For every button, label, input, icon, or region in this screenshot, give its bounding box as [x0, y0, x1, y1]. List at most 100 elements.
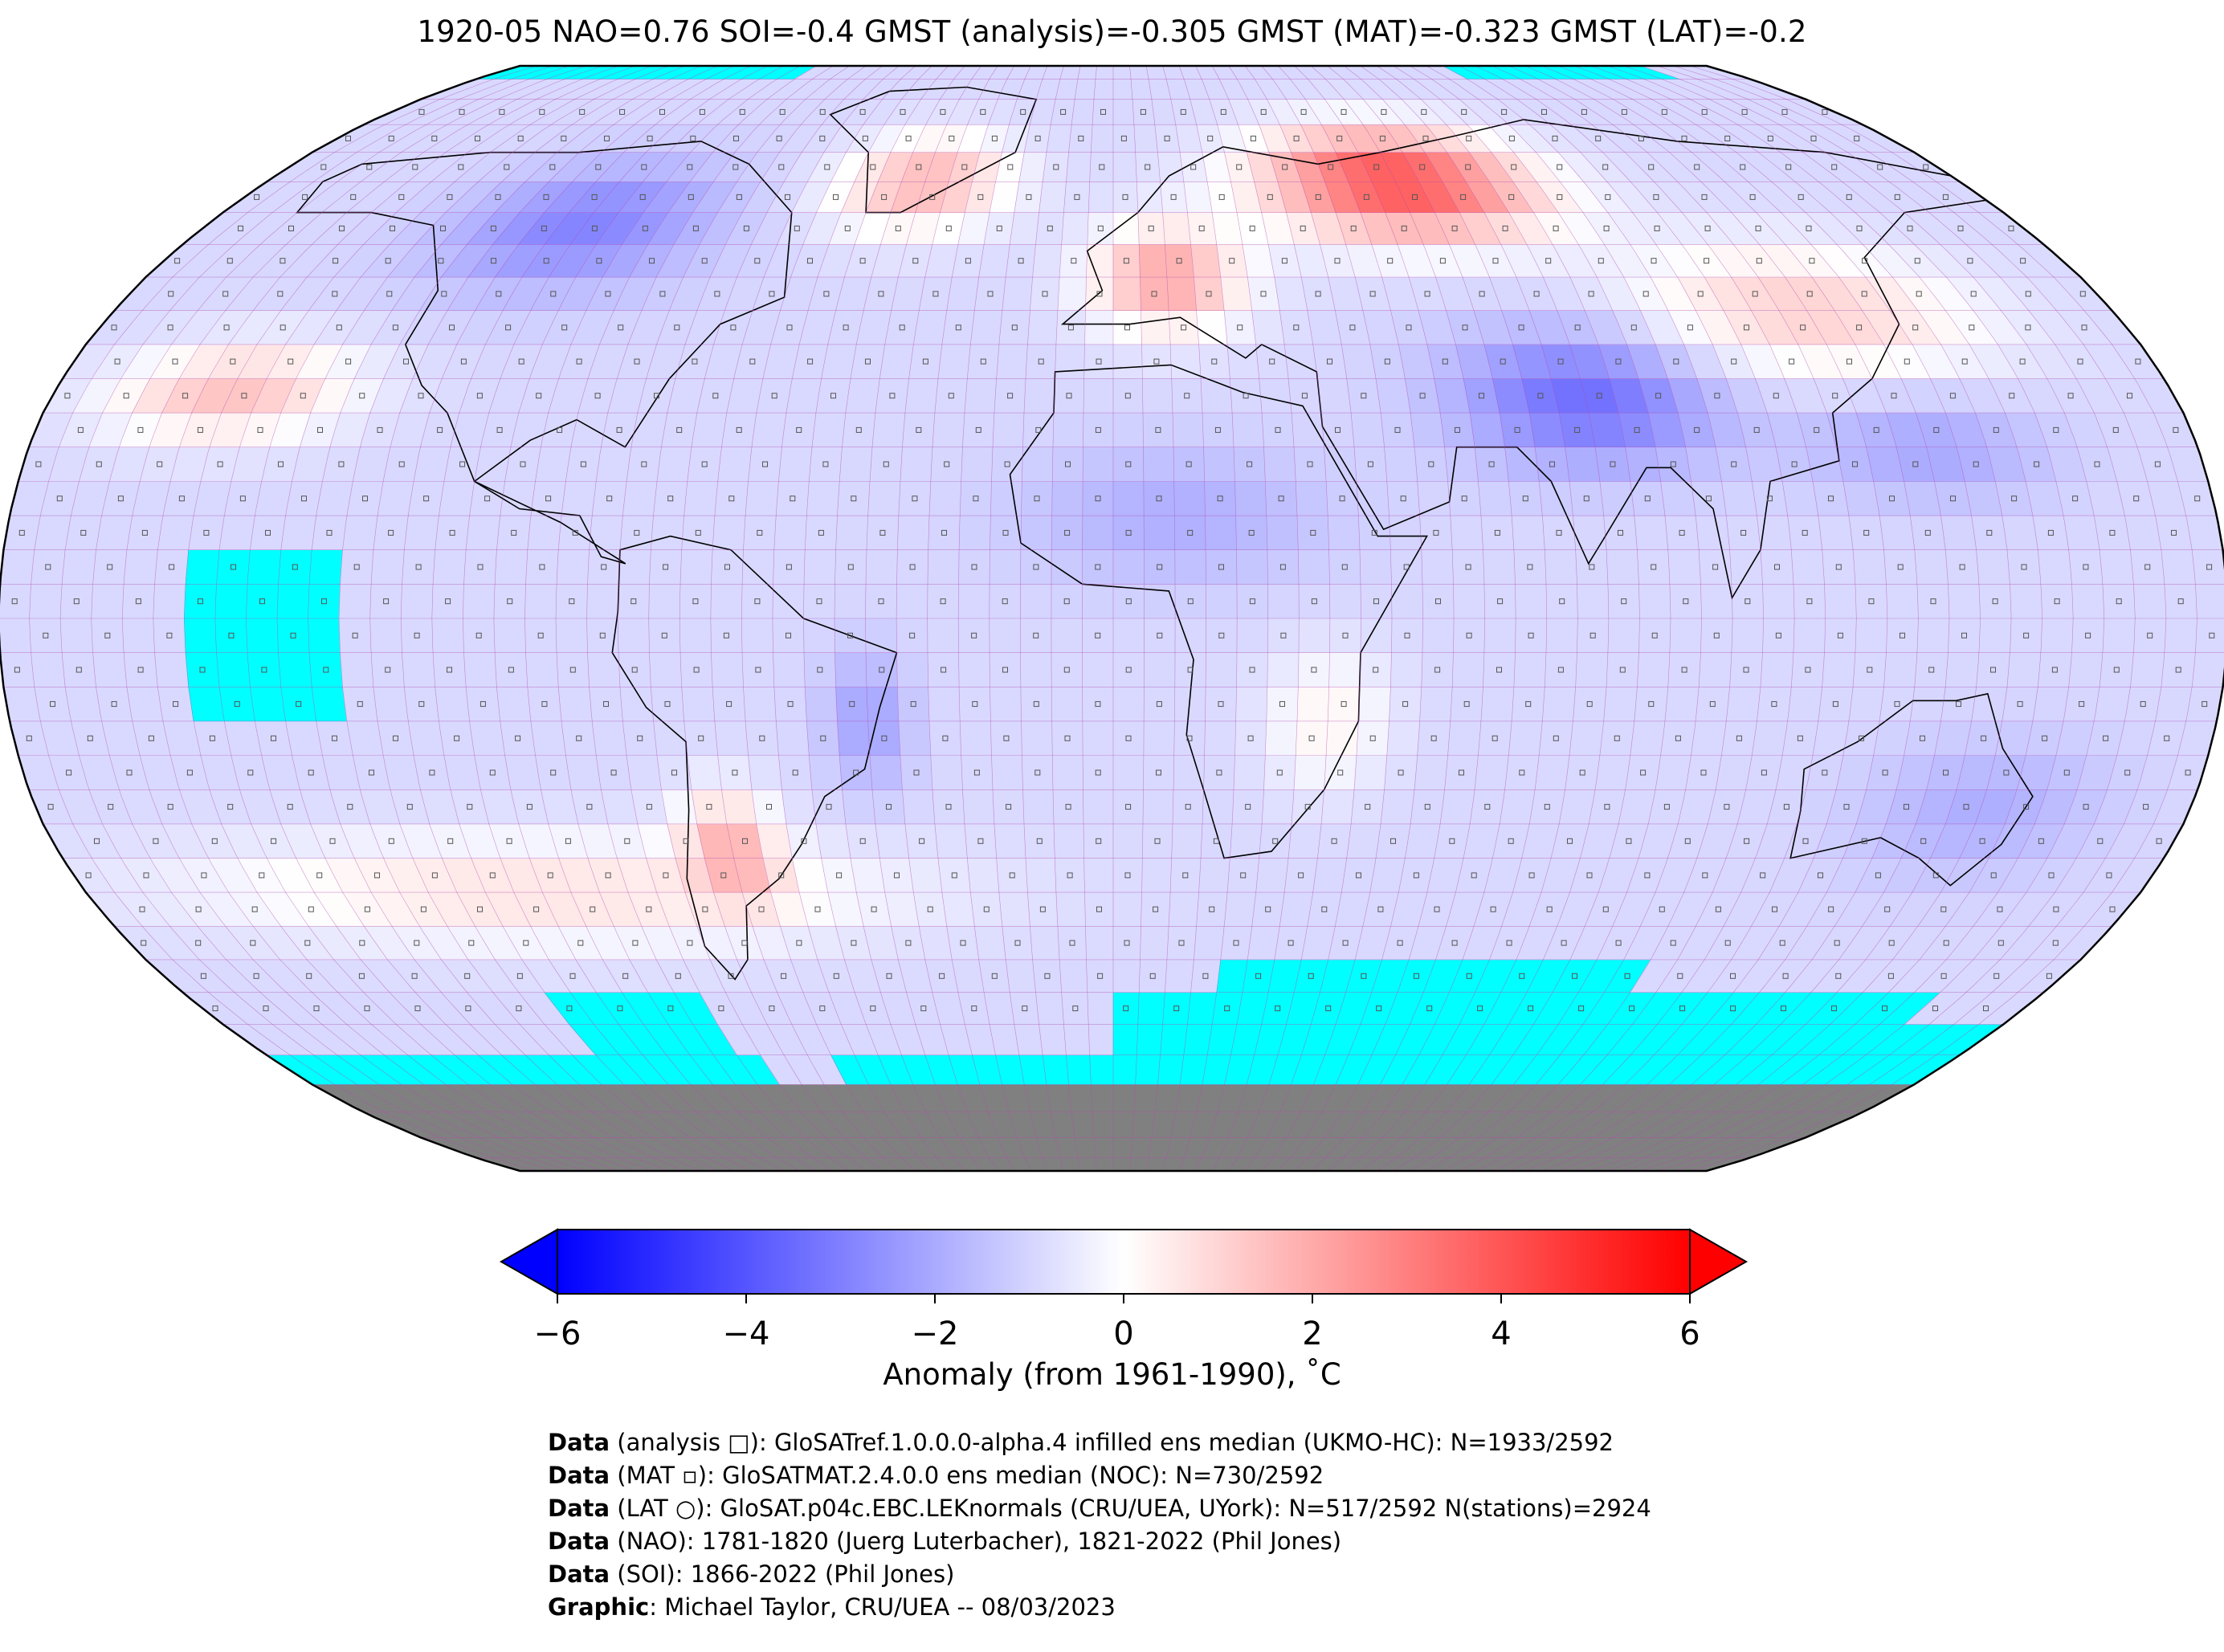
grid-cell	[1093, 79, 1114, 100]
grid-cell	[871, 789, 906, 825]
grid-cell	[1009, 992, 1039, 1025]
grid-cell	[1233, 447, 1266, 482]
grid-cell	[996, 344, 1028, 379]
grid-cell	[1216, 243, 1248, 278]
grid-cell	[535, 755, 572, 790]
colorbar-tick-label: 6	[1679, 1315, 1700, 1352]
grid-cell	[1263, 755, 1296, 790]
grid-cell	[1483, 549, 1516, 585]
grid-cell	[1144, 618, 1176, 654]
grid-cell	[1220, 276, 1253, 312]
grid-cell	[1818, 515, 1854, 551]
grid-cell	[1685, 755, 1722, 790]
grid-cell	[1162, 992, 1191, 1025]
grid-cell	[1063, 182, 1091, 213]
grid-cell	[469, 481, 505, 516]
grid-cell	[1417, 720, 1451, 756]
grid-cell	[1223, 310, 1257, 345]
grid-cell	[1660, 720, 1696, 756]
grid-cell	[1022, 447, 1054, 482]
grid-cell	[276, 583, 310, 619]
grid-cell	[1515, 583, 1548, 619]
grid-cell	[1848, 686, 1884, 722]
grid-cell	[1112, 858, 1143, 893]
grid-cell	[1051, 447, 1083, 482]
grid-cell	[930, 447, 963, 482]
colorbar-low-extend	[499, 1228, 558, 1295]
grid-cell	[1295, 481, 1328, 516]
grid-cell	[1112, 926, 1141, 961]
grid-cell	[1721, 481, 1757, 516]
grid-cell	[1066, 152, 1092, 182]
grid-cell	[595, 755, 632, 790]
grid-cell	[1358, 686, 1391, 722]
grid-cell	[1112, 891, 1142, 927]
grid-cell	[1655, 447, 1691, 482]
grid-cell	[1327, 686, 1361, 722]
grid-cell	[773, 686, 807, 722]
grid-cell	[61, 549, 96, 585]
grid-cell	[1474, 447, 1509, 482]
grid-cell	[561, 720, 597, 756]
grid-cell	[153, 618, 186, 654]
credit-text: (analysis □): GloSATref.1.0.0.0-alpha.4 …	[610, 1429, 1614, 1456]
grid-cell	[710, 618, 743, 654]
grid-cell	[1940, 686, 1977, 722]
grid-cell	[1944, 652, 1980, 687]
grid-cell	[59, 583, 93, 619]
grid-cell	[1171, 823, 1203, 859]
colorbar-tick-label: 4	[1491, 1315, 1512, 1352]
grid-cell	[555, 583, 588, 619]
grid-cell	[280, 686, 316, 722]
grid-cell	[1019, 583, 1052, 619]
grid-cell	[493, 618, 526, 654]
grid-cell	[1135, 1054, 1161, 1085]
colorbar-tick-label: −2	[911, 1315, 959, 1352]
grid-cell	[912, 310, 948, 345]
grid-cell	[1883, 549, 1918, 585]
grid-cell	[1577, 583, 1610, 619]
grid-cell	[1483, 583, 1516, 619]
grid-cell	[1022, 412, 1055, 448]
grid-cell	[1251, 310, 1285, 345]
grid-cell	[1009, 212, 1039, 245]
grid-cell	[781, 789, 817, 825]
grid-cell	[1855, 618, 1888, 654]
grid-cell	[2006, 549, 2042, 585]
grid-cell	[1916, 618, 1950, 654]
grid-cell	[1453, 618, 1486, 654]
grid-cell	[183, 618, 217, 654]
grid-cell	[493, 583, 526, 619]
grid-cell	[803, 652, 836, 687]
grid-cell	[808, 447, 843, 482]
grid-cell	[1095, 66, 1114, 80]
grid-cell	[835, 549, 867, 585]
grid-cell	[1082, 686, 1114, 722]
grid-cell	[1469, 412, 1506, 448]
grid-cell	[1852, 549, 1887, 585]
grid-cell	[1695, 515, 1730, 551]
grid-cell	[1573, 686, 1607, 722]
grid-cell	[1940, 515, 1977, 551]
grid-cell	[1287, 823, 1322, 859]
grid-cell	[1202, 789, 1234, 825]
grid-cell	[1082, 549, 1114, 585]
grid-cell	[622, 481, 658, 516]
grid-cell	[957, 618, 990, 654]
grid-cell	[1055, 891, 1086, 927]
grid-cell	[64, 686, 102, 722]
grid-cell	[1236, 549, 1268, 585]
grid-cell	[1088, 1024, 1114, 1055]
grid-cell	[1358, 515, 1391, 551]
grid-cell	[2191, 652, 2224, 687]
grid-cell	[1021, 481, 1053, 516]
grid-cell	[1057, 276, 1087, 312]
grid-cell	[865, 583, 897, 619]
grid-cell	[1112, 549, 1145, 585]
colorbar-tick-label: 0	[1113, 1315, 1134, 1352]
grid-cell	[1667, 549, 1701, 585]
grid-cell	[2133, 583, 2167, 619]
grid-cell	[1019, 618, 1052, 654]
grid-cell	[1298, 618, 1331, 654]
colorbar-label: Anomaly (from 1961-1990), ˚C	[883, 1357, 1341, 1392]
